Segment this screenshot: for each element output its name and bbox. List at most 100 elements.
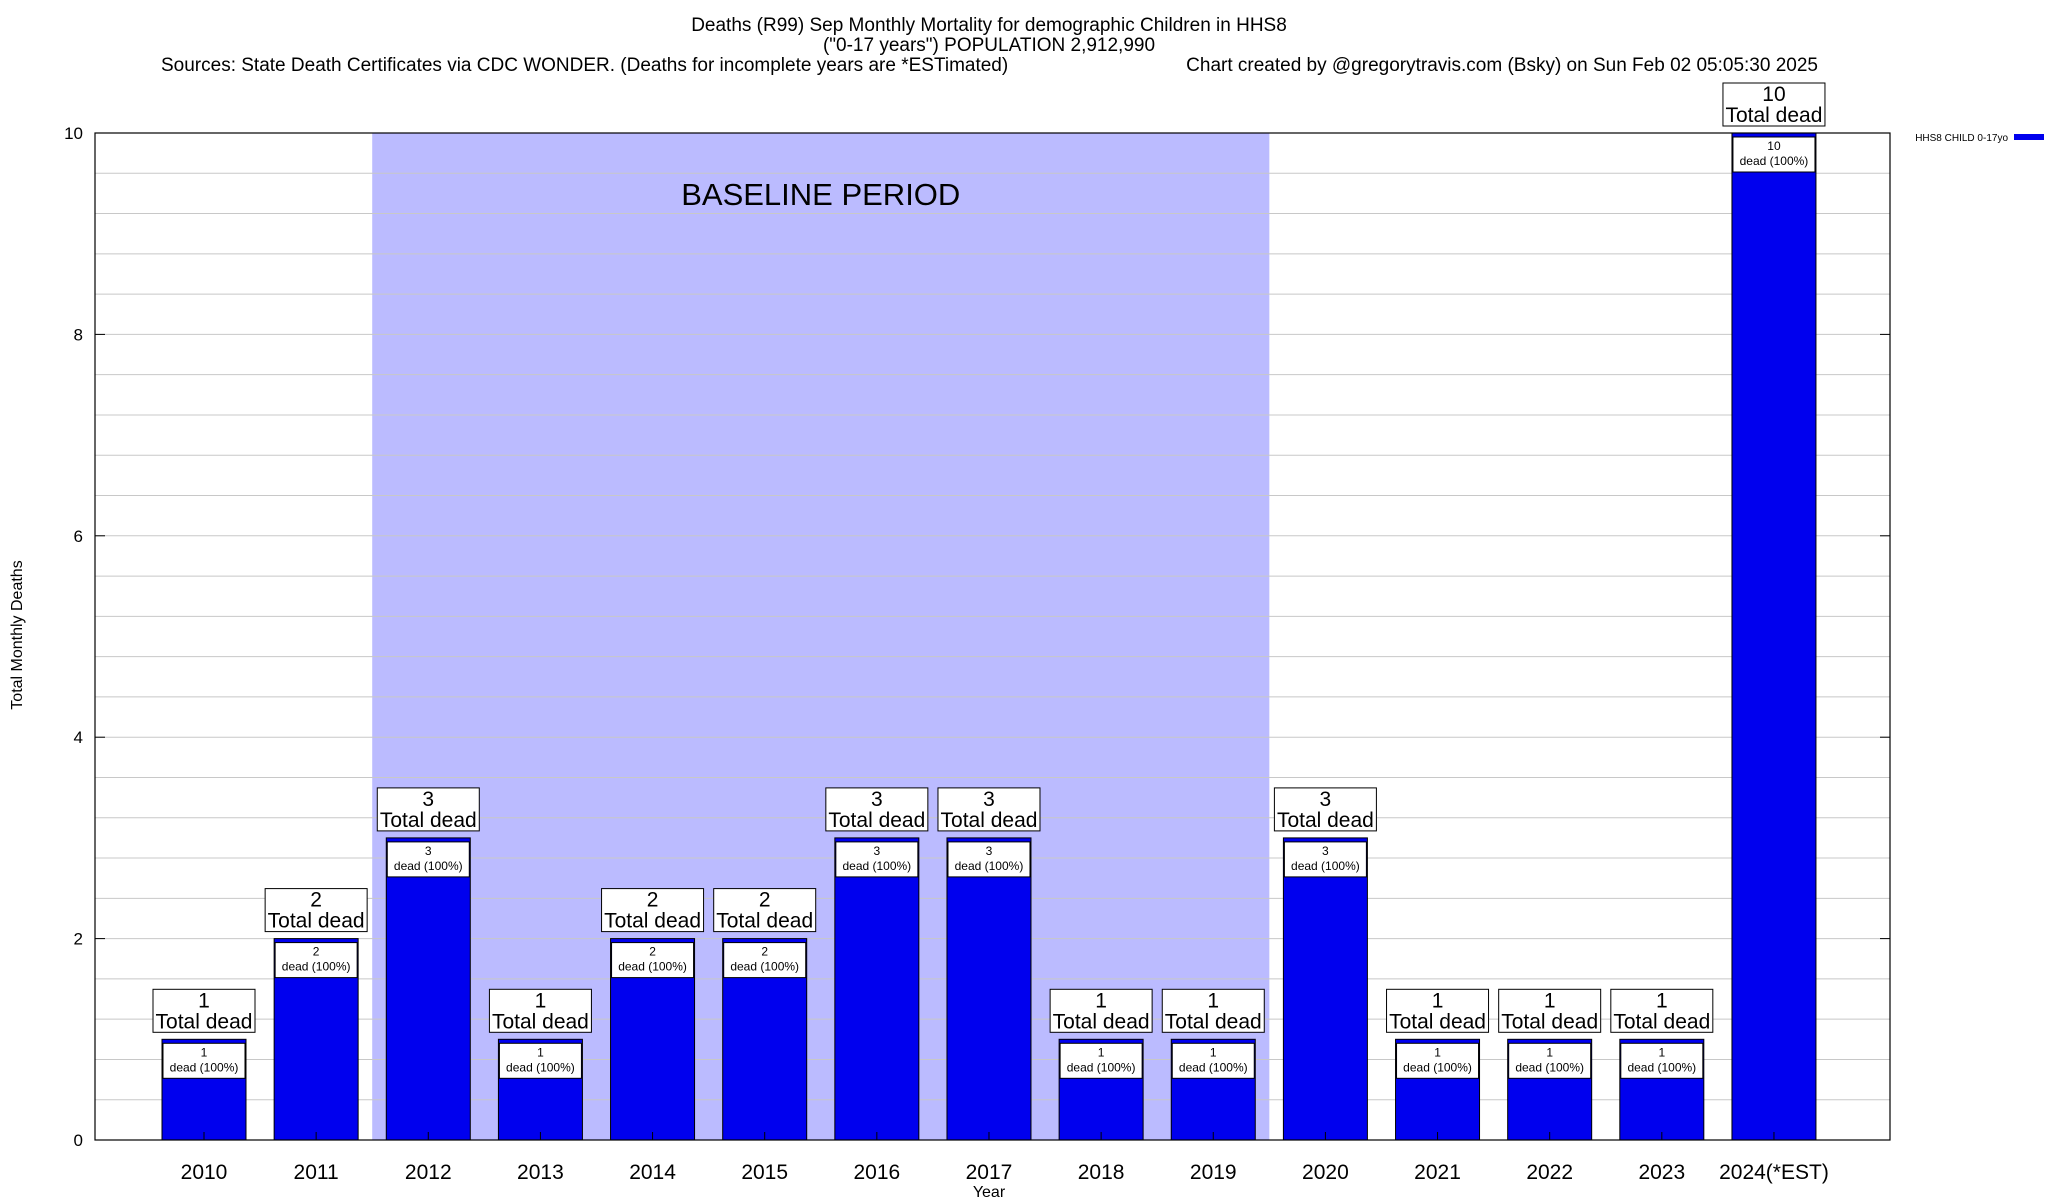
- total-label-count: 2: [310, 889, 322, 912]
- inner-label-count: 1: [1098, 1045, 1105, 1059]
- inner-label-text: dead (100%): [842, 859, 911, 873]
- total-label-count: 1: [198, 989, 210, 1012]
- inner-label-text: dead (100%): [955, 859, 1024, 873]
- inner-label-count: 1: [1210, 1045, 1217, 1059]
- inner-label-count: 3: [873, 844, 880, 858]
- inner-label-box: [611, 942, 695, 979]
- x-tick-label: 2023: [1638, 1161, 1685, 1184]
- inner-label-count: 1: [1434, 1045, 1441, 1059]
- inner-label-count: 3: [986, 844, 993, 858]
- bar: [1731, 132, 1817, 1141]
- chart-title-line-2: ("0-17 years") POPULATION 2,912,990: [823, 35, 1155, 56]
- inner-label-text: dead (100%): [170, 1060, 239, 1074]
- inner-label-box: [947, 841, 1031, 878]
- total-label-box: [152, 988, 256, 1033]
- inner-label-box: [1508, 1042, 1592, 1079]
- total-label-count: 3: [871, 788, 883, 811]
- x-axis-title: Year: [973, 1184, 1006, 1200]
- inner-label-box: [1171, 1042, 1255, 1079]
- total-label-text: Total dead: [828, 809, 925, 832]
- x-tick-label: 2014: [629, 1161, 676, 1184]
- x-tick-label: 2016: [853, 1161, 900, 1184]
- x-tick-label: 2010: [181, 1161, 228, 1184]
- x-tick-label: 2012: [405, 1161, 452, 1184]
- inner-label-count: 10: [1767, 139, 1781, 153]
- total-label-box: [1610, 988, 1714, 1033]
- chart-credit-text: Chart created by @gregorytravis.com (Bsk…: [1186, 55, 1818, 76]
- total-label-count: 1: [535, 989, 547, 1012]
- total-label-count: 2: [647, 889, 659, 912]
- x-tick-label: 2021: [1414, 1161, 1461, 1184]
- total-label-text: Total dead: [1501, 1010, 1598, 1033]
- bar: [385, 837, 471, 1141]
- x-tick-label: 2018: [1078, 1161, 1125, 1184]
- inner-label-box: [386, 841, 470, 878]
- total-label-box: [1722, 82, 1826, 127]
- total-label-box: [1273, 787, 1377, 832]
- bar: [834, 837, 920, 1141]
- inner-label-text: dead (100%): [1067, 1060, 1136, 1074]
- total-label-text: Total dead: [1725, 104, 1822, 127]
- bar: [1282, 837, 1368, 1141]
- inner-label-box: [1620, 1042, 1704, 1079]
- total-label-box: [1161, 988, 1265, 1033]
- chart-source-text: Sources: State Death Certificates via CD…: [161, 55, 1008, 76]
- total-label-count: 1: [1544, 989, 1556, 1012]
- inner-label-text: dead (100%): [394, 859, 463, 873]
- inner-label-count: 1: [201, 1045, 208, 1059]
- total-label-box: [601, 888, 705, 933]
- total-label-text: Total dead: [492, 1010, 589, 1033]
- inner-label-box: [1396, 1042, 1480, 1079]
- total-label-box: [376, 787, 480, 832]
- legend-entry-label: HHS8 CHILD 0-17yo: [1915, 133, 2008, 144]
- inner-label-box: [1059, 1042, 1143, 1079]
- inner-label-box: [1283, 841, 1367, 878]
- chart-title-line-1: Deaths (R99) Sep Monthly Mortality for d…: [691, 15, 1287, 36]
- total-label-box: [264, 888, 368, 933]
- total-label-count: 3: [1320, 788, 1332, 811]
- total-label-box: [937, 787, 1041, 832]
- total-label-box: [488, 988, 592, 1033]
- inner-label-count: 2: [649, 945, 656, 959]
- baseline-label: BASELINE PERIOD: [681, 177, 960, 212]
- x-tick-label: 2022: [1526, 1161, 1573, 1184]
- total-label-text: Total dead: [941, 809, 1038, 832]
- inner-label-count: 1: [537, 1045, 544, 1059]
- inner-label-box: [274, 942, 358, 979]
- total-label-text: Total dead: [1165, 1010, 1262, 1033]
- y-tick-label: 0: [74, 1131, 83, 1150]
- total-label-text: Total dead: [716, 910, 813, 933]
- total-label-text: Total dead: [380, 809, 477, 832]
- inner-label-text: dead (100%): [506, 1060, 575, 1074]
- axis-layer: 0 2 4 6 8 10 2010 2011 2012 2013 2014 2015 2016 2017 2…: [64, 124, 1891, 1184]
- total-label-count: 1: [1432, 989, 1444, 1012]
- inner-label-box: [1732, 136, 1816, 173]
- total-label-count: 1: [1656, 989, 1668, 1012]
- total-label-box: [1498, 988, 1602, 1033]
- chart-title-group: Deaths (R99) Sep Monthly Mortality for d…: [161, 15, 1818, 76]
- inner-label-count: 3: [1322, 844, 1329, 858]
- total-label-text: Total dead: [1389, 1010, 1486, 1033]
- inner-label-text: dead (100%): [730, 960, 799, 974]
- total-label-box: [1049, 988, 1153, 1033]
- y-tick-label: 6: [74, 527, 83, 546]
- bar: [946, 837, 1032, 1141]
- total-label-count: 1: [1207, 989, 1219, 1012]
- y-tick-label: 2: [74, 930, 83, 949]
- inner-label-text: dead (100%): [1403, 1060, 1472, 1074]
- baseline-layer: BASELINE PERIOD: [372, 133, 1270, 1140]
- plot-frame: [94, 132, 1891, 1141]
- inner-label-count: 2: [313, 945, 320, 959]
- total-label-text: Total dead: [268, 910, 365, 933]
- inner-label-count: 1: [1546, 1045, 1553, 1059]
- inner-label-box: [498, 1042, 582, 1079]
- x-tick-label: 2024(*EST): [1719, 1161, 1829, 1184]
- total-label-text: Total dead: [1613, 1010, 1710, 1033]
- total-label-text: Total dead: [1053, 1010, 1150, 1033]
- y-tick-label: 4: [74, 728, 83, 747]
- x-tick-label: 2013: [517, 1161, 564, 1184]
- inner-label-count: 3: [425, 844, 432, 858]
- total-label-text: Total dead: [604, 910, 701, 933]
- y-tick-label: 8: [74, 325, 83, 344]
